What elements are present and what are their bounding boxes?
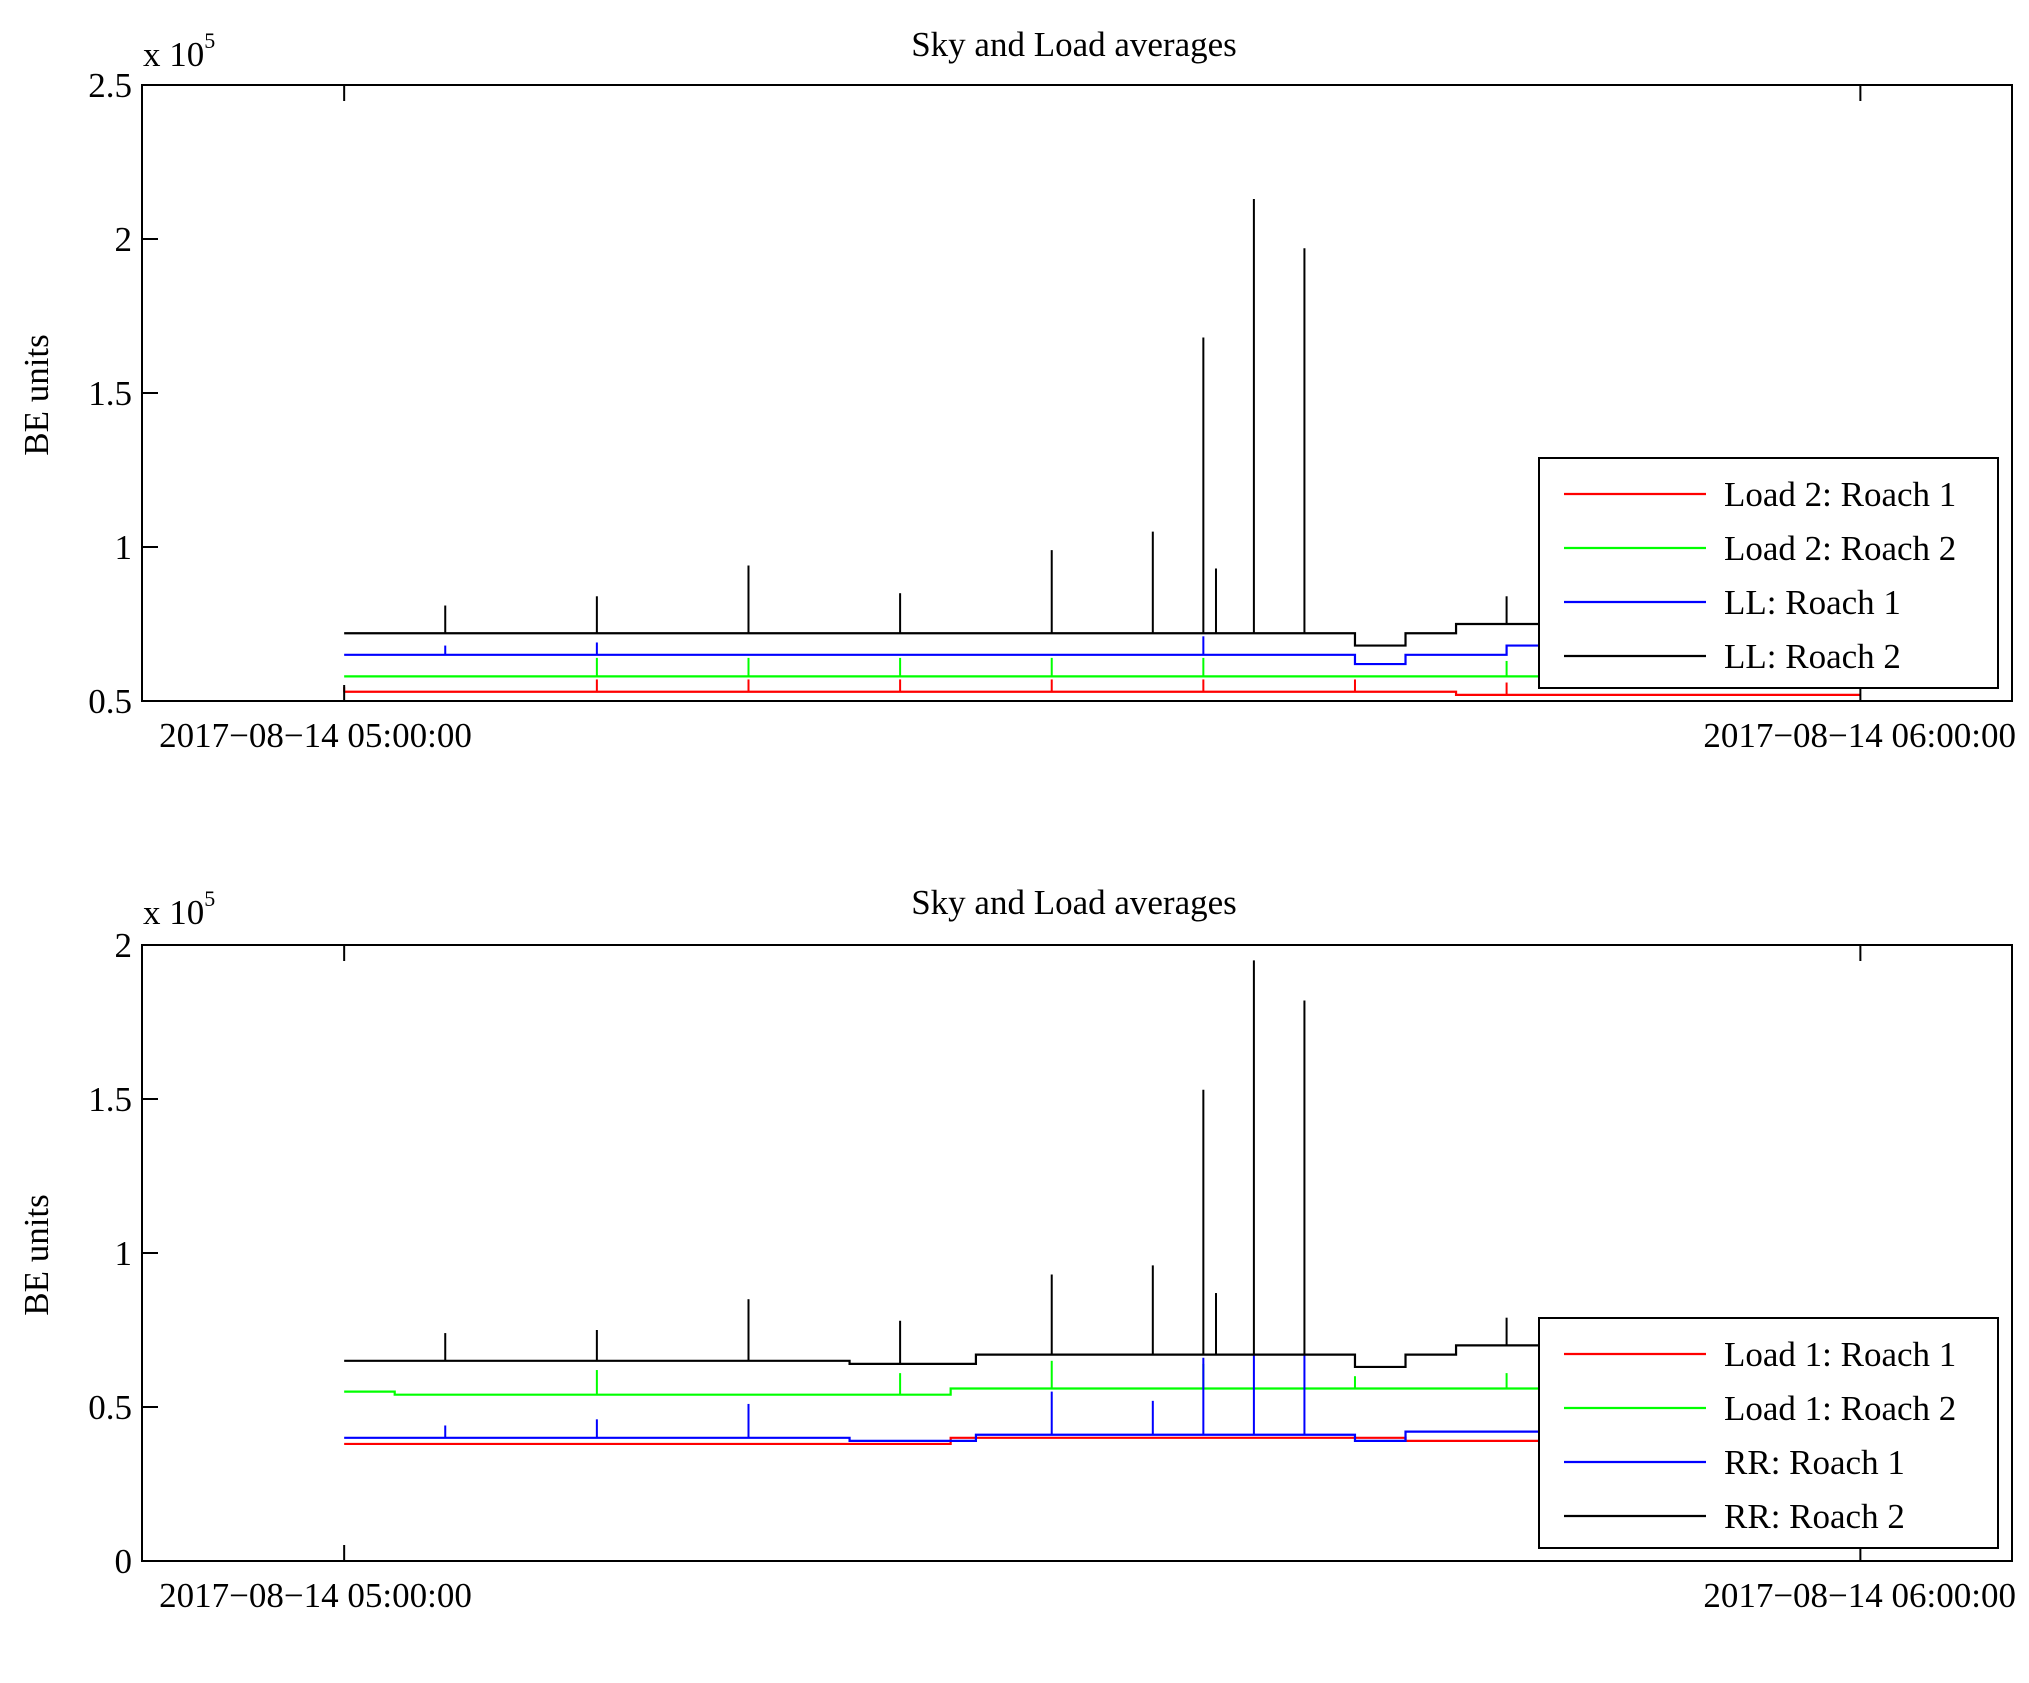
y-axis-label: BE units [17, 334, 56, 456]
chart-panel-top: Sky and Load averages x 105 BE units 0.5… [17, 25, 2016, 755]
y-axis-label: BE units [17, 1194, 56, 1316]
chart-panel-bottom: Sky and Load averages x 105 BE units 0 0.… [17, 883, 2016, 1615]
chart-title: Sky and Load averages [911, 25, 1237, 64]
legend-entry: RR: Roach 1 [1724, 1443, 1905, 1482]
y-exponent-label: x 105 [143, 28, 215, 74]
x-tick-label: 2017−08−14 05:00:00 [159, 1576, 472, 1615]
x-tick-label: 2017−08−14 06:00:00 [1703, 1576, 2016, 1615]
legend: Load 2: Roach 1 Load 2: Roach 2 LL: Roach … [1538, 457, 1999, 689]
legend-box [1538, 457, 1999, 689]
series-line [344, 690, 1861, 696]
series-layer [343, 198, 1861, 696]
legend-box [1538, 1317, 1999, 1549]
y-tick-label: 2 [115, 220, 133, 259]
legend-entry: LL: Roach 1 [1724, 583, 1901, 622]
axis-layer: 0.5 1 1.5 2 2.5 2017−08−14 05:00:00 2017−08−14… [88, 66, 2016, 755]
y-exponent-base: x 10 [143, 893, 204, 932]
legend-entry: LL: Roach 2 [1724, 637, 1901, 676]
y-tick-label: 1 [115, 1234, 133, 1273]
legend-entry: Load 1: Roach 1 [1724, 1335, 1956, 1374]
y-tick-label: 0 [115, 1542, 133, 1581]
axis-layer: 0 0.5 1 1.5 2 2017−08−14 05:00:00 2017−08−14 0… [88, 926, 2016, 1615]
y-tick-label: 0.5 [88, 1388, 132, 1427]
y-tick-label: 2.5 [88, 66, 132, 105]
y-tick-label: 2 [115, 926, 133, 965]
y-tick-label: 1.5 [88, 374, 132, 413]
y-exponent-base: x 10 [143, 35, 204, 74]
x-tick-label: 2017−08−14 06:00:00 [1703, 716, 2016, 755]
y-tick-label: 1.5 [88, 1080, 132, 1119]
y-exponent-label: x 105 [143, 886, 215, 932]
x-tick-label: 2017−08−14 05:00:00 [159, 716, 472, 755]
legend-entry: Load 2: Roach 1 [1724, 475, 1956, 514]
series-layer [344, 960, 1861, 1446]
legend-entry: RR: Roach 2 [1724, 1497, 1905, 1536]
y-tick-label: 0.5 [88, 682, 132, 721]
y-exponent-power: 5 [204, 28, 215, 53]
y-tick-label: 1 [115, 528, 133, 567]
legend-entry: Load 1: Roach 2 [1724, 1389, 1956, 1428]
legend-entry: Load 2: Roach 2 [1724, 529, 1956, 568]
chart-title: Sky and Load averages [911, 883, 1237, 922]
y-exponent-power: 5 [204, 886, 215, 911]
legend: Load 1: Roach 1 Load 1: Roach 2 RR: Roach … [1538, 1317, 1999, 1549]
